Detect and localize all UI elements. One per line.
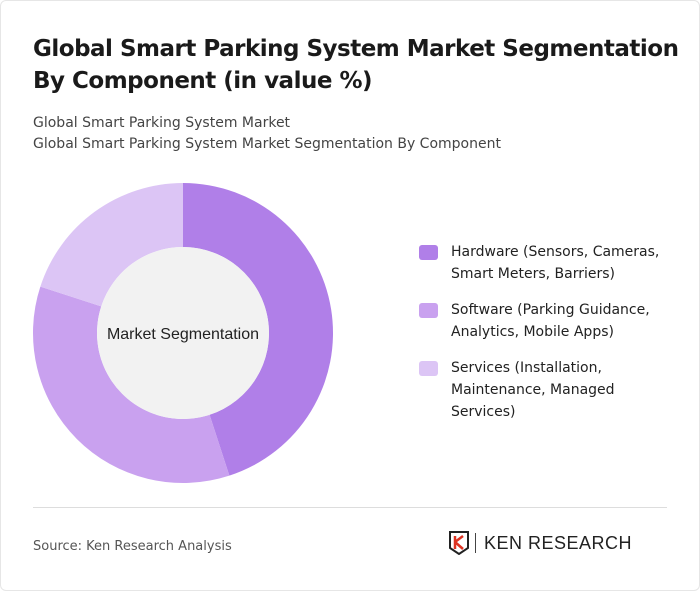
donut-center [97,247,269,419]
logo-separator [475,533,476,553]
logo-text: KEN RESEARCH [484,532,633,553]
legend-label: Services (Installation, Maintenance, Man… [451,360,615,420]
center-label: Market Segmentation [107,326,259,343]
donut-chart: Market Segmentation [32,183,334,483]
legend-item-software: Software (Parking Guidance, Analytics, M… [419,299,689,343]
legend-item-services: Services (Installation, Maintenance, Man… [419,357,689,423]
legend-swatch [419,361,438,376]
subtitle-market: Global Smart Parking System Market [33,115,291,131]
legend-label: Software (Parking Guidance, Analytics, M… [451,302,650,340]
ken-research-logo: KEN RESEARCH [449,531,632,555]
donut-slice-software [32,286,230,483]
divider [33,507,667,508]
source-note: Source: Ken Research Analysis [33,539,232,554]
donut-slice-services [40,183,183,307]
chart-title: Global Smart Parking System Market Segme… [33,36,679,94]
legend-label: Hardware (Sensors, Cameras, Smart Meters… [451,244,660,282]
donut-slice-hardware [183,183,334,476]
legend-swatch [419,245,438,260]
legend-item-hardware: Hardware (Sensors, Cameras, Smart Meters… [419,241,689,285]
legend-swatch [419,303,438,318]
legend: Hardware (Sensors, Cameras, Smart Meters… [419,241,689,423]
ken-logo-icon [449,531,469,555]
subtitle-segmentation: Global Smart Parking System Market Segme… [33,136,501,152]
